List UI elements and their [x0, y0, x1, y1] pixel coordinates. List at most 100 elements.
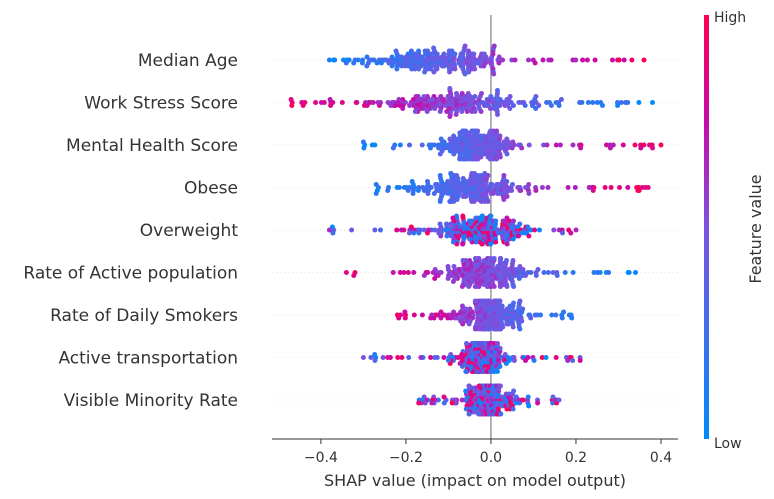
shap-point — [445, 179, 451, 184]
shap-point — [425, 179, 430, 184]
shap-point — [364, 63, 370, 69]
shap-point — [621, 57, 627, 63]
shap-point — [528, 270, 534, 275]
shap-point — [343, 270, 349, 275]
shap-point — [326, 57, 332, 63]
shap-point — [428, 315, 434, 321]
shap-point — [462, 43, 468, 49]
shap-point — [497, 364, 503, 369]
shap-point — [444, 233, 450, 239]
shap-point — [299, 100, 305, 105]
shap-point — [539, 355, 545, 360]
shap-point — [380, 355, 386, 360]
shap-point — [425, 191, 431, 196]
shap-point — [458, 318, 464, 324]
shap-point — [509, 188, 515, 193]
shap-point — [445, 276, 451, 281]
shap-point — [445, 94, 451, 99]
shap-point — [573, 227, 579, 233]
shap-point — [517, 298, 523, 304]
shap-point — [495, 112, 500, 117]
shap-point — [449, 400, 455, 406]
shap-point — [545, 270, 551, 275]
shap-point — [447, 86, 453, 91]
shap-point — [570, 358, 576, 363]
shap-point — [600, 103, 605, 108]
shap-point — [476, 383, 482, 389]
shap-point — [447, 199, 453, 204]
shap-point — [373, 191, 379, 196]
shap-point — [590, 100, 596, 105]
shap-point — [448, 171, 454, 176]
shap-point — [389, 63, 395, 69]
shap-point — [494, 369, 500, 374]
shap-point — [472, 171, 477, 176]
shap-point — [419, 142, 425, 148]
shap-point — [456, 267, 462, 272]
shap-point — [606, 270, 612, 275]
shap-point — [645, 185, 651, 190]
x-tick-label: −0.4 — [304, 450, 338, 466]
shap-point — [405, 270, 411, 275]
shap-point — [353, 100, 359, 105]
shap-point — [463, 406, 469, 412]
shap-point — [517, 264, 523, 269]
shap-point — [472, 284, 478, 289]
shap-point — [426, 142, 432, 148]
shap-point — [489, 182, 495, 187]
shap-point — [536, 103, 542, 108]
shap-point — [368, 355, 374, 360]
shap-point — [359, 60, 365, 66]
shap-point — [331, 57, 336, 63]
shap-point — [592, 57, 598, 63]
shap-point — [494, 156, 500, 162]
shap-point — [351, 60, 357, 66]
shap-point — [497, 103, 503, 108]
shap-point — [577, 358, 583, 363]
shap-point — [498, 411, 504, 417]
shap-point — [393, 48, 399, 54]
shap-point — [483, 54, 489, 60]
shap-point — [373, 182, 379, 187]
shap-point — [401, 185, 407, 190]
shap-point — [431, 69, 437, 75]
shap-point — [397, 142, 403, 148]
shap-point — [580, 57, 586, 63]
shap-point — [498, 256, 504, 261]
shap-point — [415, 188, 421, 193]
shap-point — [602, 185, 608, 190]
feature-label: Mental Health Score — [66, 136, 238, 156]
shap-point — [450, 239, 456, 245]
shap-point — [528, 227, 534, 233]
feature-label: Median Age — [138, 51, 238, 71]
shap-point — [633, 270, 638, 275]
shap-point — [416, 48, 422, 54]
shap-point — [364, 54, 370, 60]
shap-point — [375, 100, 381, 105]
shap-point — [533, 106, 539, 111]
shap-point — [411, 230, 417, 236]
shap-point — [511, 142, 517, 148]
shap-point — [385, 355, 391, 360]
shap-point — [573, 57, 579, 63]
shap-point — [526, 403, 532, 409]
shap-point — [535, 267, 541, 272]
x-tick-label: 0.0 — [480, 450, 502, 466]
shap-point — [616, 57, 622, 63]
shap-point — [531, 358, 537, 363]
shap-point — [438, 309, 444, 315]
shap-point — [327, 97, 333, 102]
shap-point — [511, 358, 517, 363]
shap-point — [463, 369, 469, 374]
shap-point — [360, 355, 366, 360]
shap-point — [553, 142, 559, 148]
x-tick-label: 0.4 — [650, 450, 672, 466]
shap-point — [650, 100, 655, 105]
shap-point — [504, 151, 510, 157]
shap-point — [565, 185, 571, 190]
shap-point — [471, 199, 477, 204]
shap-point — [460, 176, 466, 181]
shap-point — [610, 57, 615, 63]
shap-point — [448, 233, 454, 239]
shap-point — [597, 270, 603, 275]
